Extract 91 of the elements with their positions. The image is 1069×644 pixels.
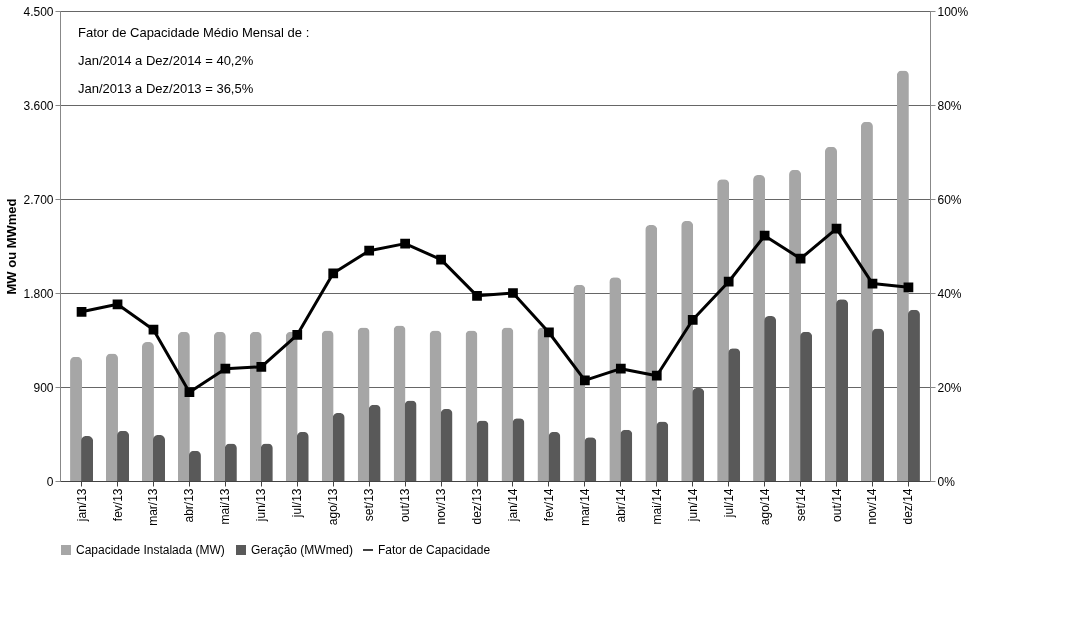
y-tick-label: 3.600	[23, 98, 54, 113]
annotation: Jan/2014 a Dez/2014 = 40,2%	[78, 53, 254, 69]
y2-tick-label: 20%	[937, 380, 962, 395]
bar	[153, 435, 165, 481]
point	[795, 253, 806, 264]
point	[184, 387, 195, 398]
x-tick-label: abr/13	[182, 488, 197, 523]
y-tick-label: 2.700	[23, 192, 54, 207]
point	[651, 370, 662, 381]
legend-label: Fator de Capacidade	[378, 543, 491, 557]
y-tick-label: 1.800	[23, 286, 54, 301]
y-tick-label: 900	[33, 380, 54, 395]
x-tick-label: mar/13	[146, 488, 161, 526]
bar	[332, 413, 345, 481]
x-tick-label: set/13	[362, 488, 377, 522]
point	[256, 361, 267, 372]
point	[472, 290, 482, 301]
bar	[836, 299, 849, 481]
point	[328, 268, 339, 279]
x-tick-label: abr/14	[613, 488, 628, 523]
point	[580, 375, 590, 386]
y2-tick-label: 40%	[937, 286, 962, 301]
point	[723, 276, 734, 287]
legend-label: Geração (MWmed)	[251, 543, 354, 557]
x-tick-label: fev/14	[541, 488, 556, 522]
point	[112, 299, 123, 310]
x-tick-label: jul/14	[721, 488, 736, 519]
y2-tick-label: 0%	[937, 474, 956, 489]
point	[508, 288, 518, 298]
bar	[404, 400, 417, 481]
x-tick-label: nov/13	[434, 488, 449, 525]
bar	[620, 429, 633, 481]
legend-label: Capacidade Instalada (MW)	[76, 543, 225, 557]
x-tick-label: out/14	[829, 488, 844, 522]
bar	[872, 328, 885, 481]
point	[364, 245, 375, 256]
bar	[728, 348, 741, 481]
x-tick-label: mai/14	[649, 488, 664, 525]
x-tick-label: mai/13	[218, 488, 233, 525]
bar	[429, 330, 442, 481]
x-tick-label: ago/13	[326, 488, 341, 526]
y-tick-label: 0	[46, 474, 54, 489]
bar	[368, 404, 381, 481]
point	[148, 324, 159, 335]
bar	[105, 353, 118, 481]
x-tick-label: jan/13	[74, 488, 89, 523]
y-axis-title: MW ou MWmed	[4, 198, 20, 295]
bar	[896, 70, 909, 481]
annotation: Jan/2013 a Dez/2013 = 36,5%	[78, 81, 254, 97]
x-tick-label: nov/14	[865, 488, 880, 525]
x-tick-label: jun/13	[254, 488, 269, 523]
x-tick-label: jan/14	[505, 488, 520, 523]
x-tick-label: jul/13	[290, 488, 305, 519]
y-tick-label: 4.500	[23, 4, 54, 19]
y2-tick-label: 100%	[937, 4, 969, 19]
bar	[465, 330, 478, 481]
x-tick-label: dez/14	[901, 488, 916, 525]
point	[292, 329, 303, 340]
bar	[440, 408, 453, 481]
point	[544, 327, 554, 338]
x-tick-label: jun/14	[685, 488, 700, 523]
bar	[321, 330, 334, 481]
point	[759, 230, 770, 241]
point	[220, 363, 231, 374]
x-tick-label: mar/14	[577, 488, 592, 526]
bar	[692, 388, 705, 481]
point	[76, 306, 87, 317]
bar	[141, 342, 154, 481]
bar	[764, 315, 777, 481]
bar	[512, 418, 525, 481]
x-tick-label: fev/13	[110, 488, 125, 522]
bar	[501, 327, 514, 481]
x-tick-label: out/13	[398, 488, 413, 522]
point	[903, 282, 914, 293]
point	[615, 363, 626, 374]
bar	[825, 146, 837, 481]
bar	[393, 325, 406, 481]
bar	[800, 331, 813, 481]
x-tick-label: set/14	[793, 488, 808, 522]
x-tick-label: ago/14	[757, 488, 772, 526]
bar	[907, 309, 920, 481]
point	[400, 238, 410, 249]
x-tick-label: dez/13	[470, 488, 485, 525]
bar	[476, 420, 489, 481]
bar	[656, 421, 669, 481]
point	[436, 254, 446, 265]
bar	[357, 327, 370, 481]
y2-tick-label: 80%	[937, 98, 962, 113]
point	[687, 314, 698, 325]
y2-tick-label: 60%	[937, 192, 962, 207]
annotation: Fator de Capacidade Médio Mensal de :	[78, 25, 310, 41]
